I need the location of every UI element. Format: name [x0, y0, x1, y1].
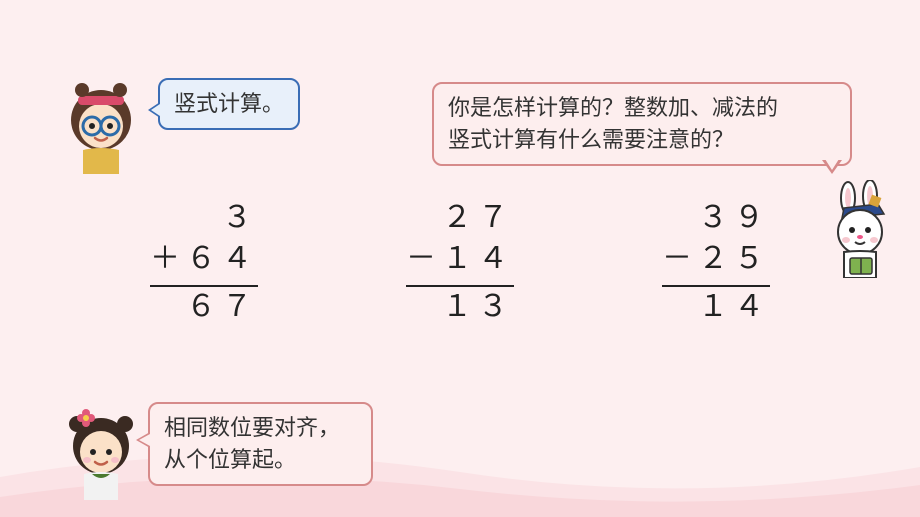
calc-1-line	[150, 285, 258, 287]
calc-3-second: －２５	[662, 241, 770, 282]
calc-3: ３９ －２５ １４	[662, 200, 770, 330]
calc-2-line	[406, 285, 514, 287]
speech-bubble-question: 你是怎样计算的？整数加、减法的 竖式计算有什么需要注意的？	[432, 82, 852, 166]
calc-2-result: １３	[406, 289, 514, 330]
bubble3-line1: 相同数位要对齐，	[164, 415, 340, 440]
calc-2-top: ２７	[406, 200, 514, 241]
avatar-rabbit	[822, 180, 900, 278]
bubble3-line2: 从个位算起。	[164, 447, 296, 472]
calculation-area: ３ ＋６４ ６７ ２７ －１４ １３ ３９ －２５ １４	[150, 200, 770, 330]
calc-2: ２７ －１４ １３	[406, 200, 514, 330]
avatar-girl-glasses	[58, 78, 144, 174]
avatar-girl-flower	[62, 408, 140, 500]
speech-bubble-title: 竖式计算。	[158, 78, 300, 130]
calc-1-result: ６７	[150, 289, 258, 330]
calc-1: ３ ＋６４ ６７	[150, 200, 258, 330]
calc-3-top: ３９	[662, 200, 770, 241]
bubble2-line1: 你是怎样计算的？整数加、减法的	[448, 95, 778, 120]
bubble1-text: 竖式计算。	[174, 91, 284, 116]
bubble1-tail	[148, 102, 160, 118]
calc-1-top: ３	[150, 200, 258, 241]
speech-bubble-tip: 相同数位要对齐， 从个位算起。	[148, 402, 373, 486]
calc-1-second: ＋６４	[150, 241, 258, 282]
calc-3-result: １４	[662, 289, 770, 330]
bubble2-line2: 竖式计算有什么需要注意的？	[448, 127, 734, 152]
calc-3-line	[662, 285, 770, 287]
calc-2-second: －１４	[406, 241, 514, 282]
bubble2-tail	[822, 160, 842, 174]
